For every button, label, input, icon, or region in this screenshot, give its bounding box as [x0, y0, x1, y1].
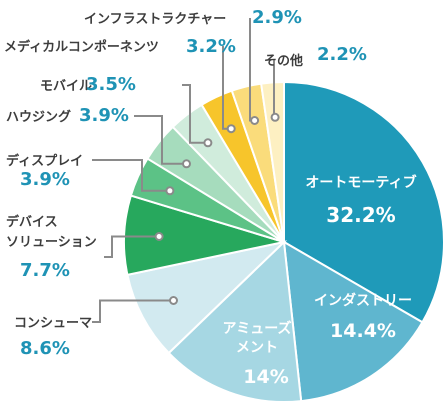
leader-dot: [270, 112, 280, 122]
slice-label-name: その他: [264, 53, 303, 69]
leader-line: [92, 299, 174, 323]
slice-label-value: 2.9%: [252, 7, 302, 28]
slice-label-name: オートモーティブ: [305, 174, 416, 191]
slice-label-value: 8.6%: [20, 338, 70, 359]
leader-dot: [182, 159, 191, 169]
slice-label-value: 7.7%: [20, 260, 70, 281]
slice-label-value: 3.5%: [86, 74, 136, 95]
leader-line: [104, 235, 160, 258]
slice-label-name: ディスプレイ: [6, 153, 83, 169]
slice-label-name: ハウジング: [6, 109, 71, 125]
slice-label-value: 3.9%: [20, 169, 70, 190]
leader-dot: [154, 232, 164, 241]
slice-label-value: 14%: [243, 366, 288, 388]
leader-dot: [203, 138, 213, 148]
leader-dot: [226, 124, 236, 134]
pie-slice: [283, 80, 445, 324]
pie-slice: [282, 240, 424, 403]
slice-label-name: ソリューション: [6, 235, 97, 250]
leader-line: [92, 159, 170, 192]
leader-dot: [165, 186, 175, 196]
slice-label-name: メディカルコンポーネンツ: [4, 39, 159, 55]
pie-slice: [126, 240, 288, 355]
slice-label-value: 3.9%: [79, 105, 129, 126]
slice-label-value: 2.2%: [317, 44, 367, 65]
leader-line: [182, 84, 208, 144]
leader-line: [134, 115, 187, 165]
slice-label-name: コンシューマ: [14, 316, 92, 331]
slice-label-value: 3.2%: [186, 36, 236, 57]
slice-label-name: デバイス: [6, 214, 58, 230]
slice-label-name: インダストリー: [314, 292, 412, 309]
slice-label-value: 32.2%: [326, 203, 395, 227]
leader-dot: [250, 116, 260, 125]
pie-slice: [167, 239, 303, 403]
slice-label-name: インフラストラクチャー: [84, 12, 226, 27]
slice-label-name: モバイル: [40, 79, 92, 94]
pie-slice: [260, 80, 285, 243]
leader-dot: [169, 296, 178, 305]
slice-label-name: アミューズメント: [222, 320, 291, 356]
slice-label-value: 14.4%: [330, 320, 396, 342]
